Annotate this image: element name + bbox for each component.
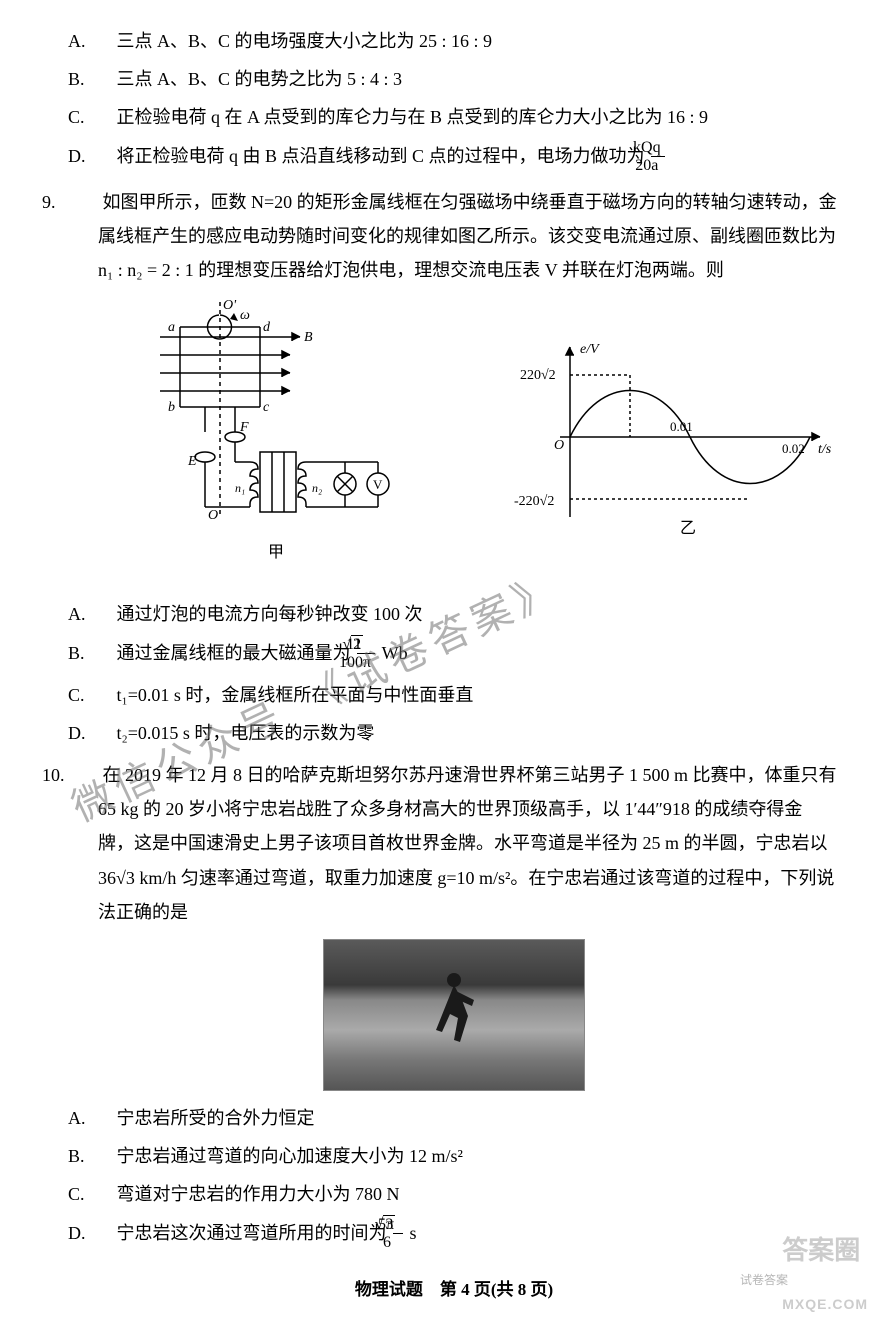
option-label: D.: [90, 1216, 112, 1250]
watermark-site: MXQE.COM: [782, 1296, 868, 1312]
svg-text:0.02: 0.02: [782, 441, 805, 456]
svg-text:甲: 甲: [268, 544, 284, 561]
q8-option-d: D. 将正检验电荷 q 由 B 点沿直线移动到 C 点的过程中，电场力做功为 k…: [90, 139, 838, 177]
fraction: 5π3 6: [393, 1216, 403, 1254]
stem-text: 在 2019 年 12 月 8 日的哈萨克斯坦努尔苏丹速滑世界杯第三站男子 1 …: [98, 765, 837, 922]
watermark-logo-text: 答案圈: [782, 1235, 860, 1265]
q9-figure-left: O' ω a d b c B: [120, 297, 400, 577]
option-label: A.: [90, 1101, 112, 1135]
q8-option-b: B. 三点 A、B、C 的电势之比为 5 : 4 : 3: [90, 62, 838, 96]
svg-text:乙: 乙: [680, 520, 696, 537]
svg-text:0.01: 0.01: [670, 419, 693, 434]
sqrt: 3: [394, 1216, 396, 1234]
option-label: D.: [90, 716, 112, 750]
svg-text:c: c: [263, 400, 270, 415]
option-text: 宁忠岩所受的合外力恒定: [117, 1108, 315, 1128]
unit: Wb: [382, 643, 408, 663]
option-label: A.: [90, 24, 112, 58]
option-label: C.: [90, 678, 112, 712]
exam-page: A. 三点 A、B、C 的电场强度大小之比为 25 : 16 : 9 B. 三点…: [0, 0, 888, 1337]
q10-photo: [323, 939, 585, 1091]
fraction-num: 112: [357, 636, 375, 655]
option-text-pre: 将正检验电荷 q 由 B 点沿直线移动到 C 点的过程中，电场力做功为: [117, 146, 645, 166]
svg-text:t/s: t/s: [818, 442, 832, 457]
radicand: 2: [351, 635, 363, 653]
q9-option-c: C. t₁=0.01 s 时，金属线框所在平面与中性面垂直: [90, 678, 838, 712]
option-label: B.: [90, 62, 112, 96]
option-label: A.: [90, 597, 112, 631]
q9-figures: O' ω a d b c B: [110, 297, 838, 587]
option-text: 正检验电荷 q 在 A 点受到的库仑力与在 B 点受到的库仑力大小之比为 16 …: [117, 107, 709, 127]
q9-option-b: B. 通过金属线框的最大磁通量为 112 100π Wb: [90, 636, 838, 674]
skater-icon: [424, 970, 484, 1050]
svg-text:F: F: [239, 420, 249, 435]
q9-figure-right: e/V O 220√2 -220√2 0.01 0.02 t/s 乙: [510, 337, 840, 537]
svg-text:220√2: 220√2: [520, 368, 556, 383]
svg-text:n₁: n₁: [235, 481, 245, 495]
q10-option-b: B. 宁忠岩通过弯道的向心加速度大小为 12 m/s²: [90, 1139, 838, 1173]
svg-text:a: a: [168, 320, 175, 335]
page-footer: 物理试题 第 4 页(共 8 页): [70, 1274, 838, 1306]
q10-option-c: C. 弯道对宁忠岩的作用力大小为 780 N: [90, 1177, 838, 1211]
svg-text:e/V: e/V: [580, 342, 600, 357]
option-label: B.: [90, 636, 112, 670]
option-text: 三点 A、B、C 的电势之比为 5 : 4 : 3: [117, 69, 403, 89]
svg-text:d: d: [263, 320, 271, 335]
svg-text:E: E: [187, 454, 197, 469]
q8-option-a: A. 三点 A、B、C 的电场强度大小之比为 25 : 16 : 9: [90, 24, 838, 58]
option-label: C.: [90, 100, 112, 134]
svg-text:O: O: [208, 508, 218, 523]
svg-text:b: b: [168, 400, 175, 415]
fraction: kQq 20a: [651, 139, 665, 177]
option-text-pre: 通过金属线框的最大磁通量为: [117, 643, 351, 663]
svg-text:O: O: [554, 438, 564, 453]
fraction-num: 5π3: [393, 1216, 403, 1235]
fraction: 112 100π: [357, 636, 375, 674]
svg-text:O': O': [223, 298, 237, 313]
svg-text:ω: ω: [240, 308, 250, 323]
unit: s: [410, 1223, 417, 1243]
svg-text:n₂: n₂: [312, 481, 322, 495]
watermark-small: 试卷答案: [740, 1269, 788, 1292]
option-text-pre: 宁忠岩这次通过弯道所用的时间为: [117, 1223, 392, 1243]
fraction-den: 100π: [357, 654, 375, 674]
option-text: 宁忠岩通过弯道的向心加速度大小为 12 m/s²: [117, 1146, 463, 1166]
question-number: 9.: [70, 185, 98, 219]
svg-text:-220√2: -220√2: [514, 494, 554, 509]
q9-stem: 9. 如图甲所示，匝数 N=20 的矩形金属线框在匀强磁场中绕垂直于磁场方向的转…: [70, 185, 838, 288]
option-text: t₁=0.01 s 时，金属线框所在平面与中性面垂直: [117, 685, 474, 705]
q9-option-a: A. 通过灯泡的电流方向每秒钟改变 100 次: [90, 597, 838, 631]
question-number: 10.: [70, 758, 98, 792]
q10-option-a: A. 宁忠岩所受的合外力恒定: [90, 1101, 838, 1135]
option-label: D.: [90, 139, 112, 173]
option-text: 通过灯泡的电流方向每秒钟改变 100 次: [117, 604, 423, 624]
sqrt: 2: [362, 636, 364, 654]
q10-stem: 10. 在 2019 年 12 月 8 日的哈萨克斯坦努尔苏丹速滑世界杯第三站男…: [70, 758, 838, 929]
watermark-logo: 答案圈 MXQE.COM: [782, 1226, 868, 1325]
radicand: 3: [383, 1215, 395, 1233]
fraction-den: 6: [393, 1234, 403, 1254]
q9-option-d: D. t₂=0.015 s 时，电压表的示数为零: [90, 716, 838, 750]
option-text: 弯道对宁忠岩的作用力大小为 780 N: [117, 1184, 400, 1204]
option-label: B.: [90, 1139, 112, 1173]
option-text: t₂=0.015 s 时，电压表的示数为零: [117, 723, 375, 743]
stem-text: 如图甲所示，匝数 N=20 的矩形金属线框在匀强磁场中绕垂直于磁场方向的转轴匀速…: [98, 192, 837, 280]
fraction-num: kQq: [651, 139, 665, 158]
svg-text:V: V: [373, 477, 383, 492]
option-text: 三点 A、B、C 的电场强度大小之比为 25 : 16 : 9: [117, 31, 493, 51]
fraction-den: 20a: [651, 157, 665, 177]
option-label: C.: [90, 1177, 112, 1211]
q8-option-c: C. 正检验电荷 q 在 A 点受到的库仑力与在 B 点受到的库仑力大小之比为 …: [90, 100, 838, 134]
q10-option-d: D. 宁忠岩这次通过弯道所用的时间为 5π3 6 s: [90, 1216, 838, 1254]
svg-text:B: B: [304, 330, 313, 345]
